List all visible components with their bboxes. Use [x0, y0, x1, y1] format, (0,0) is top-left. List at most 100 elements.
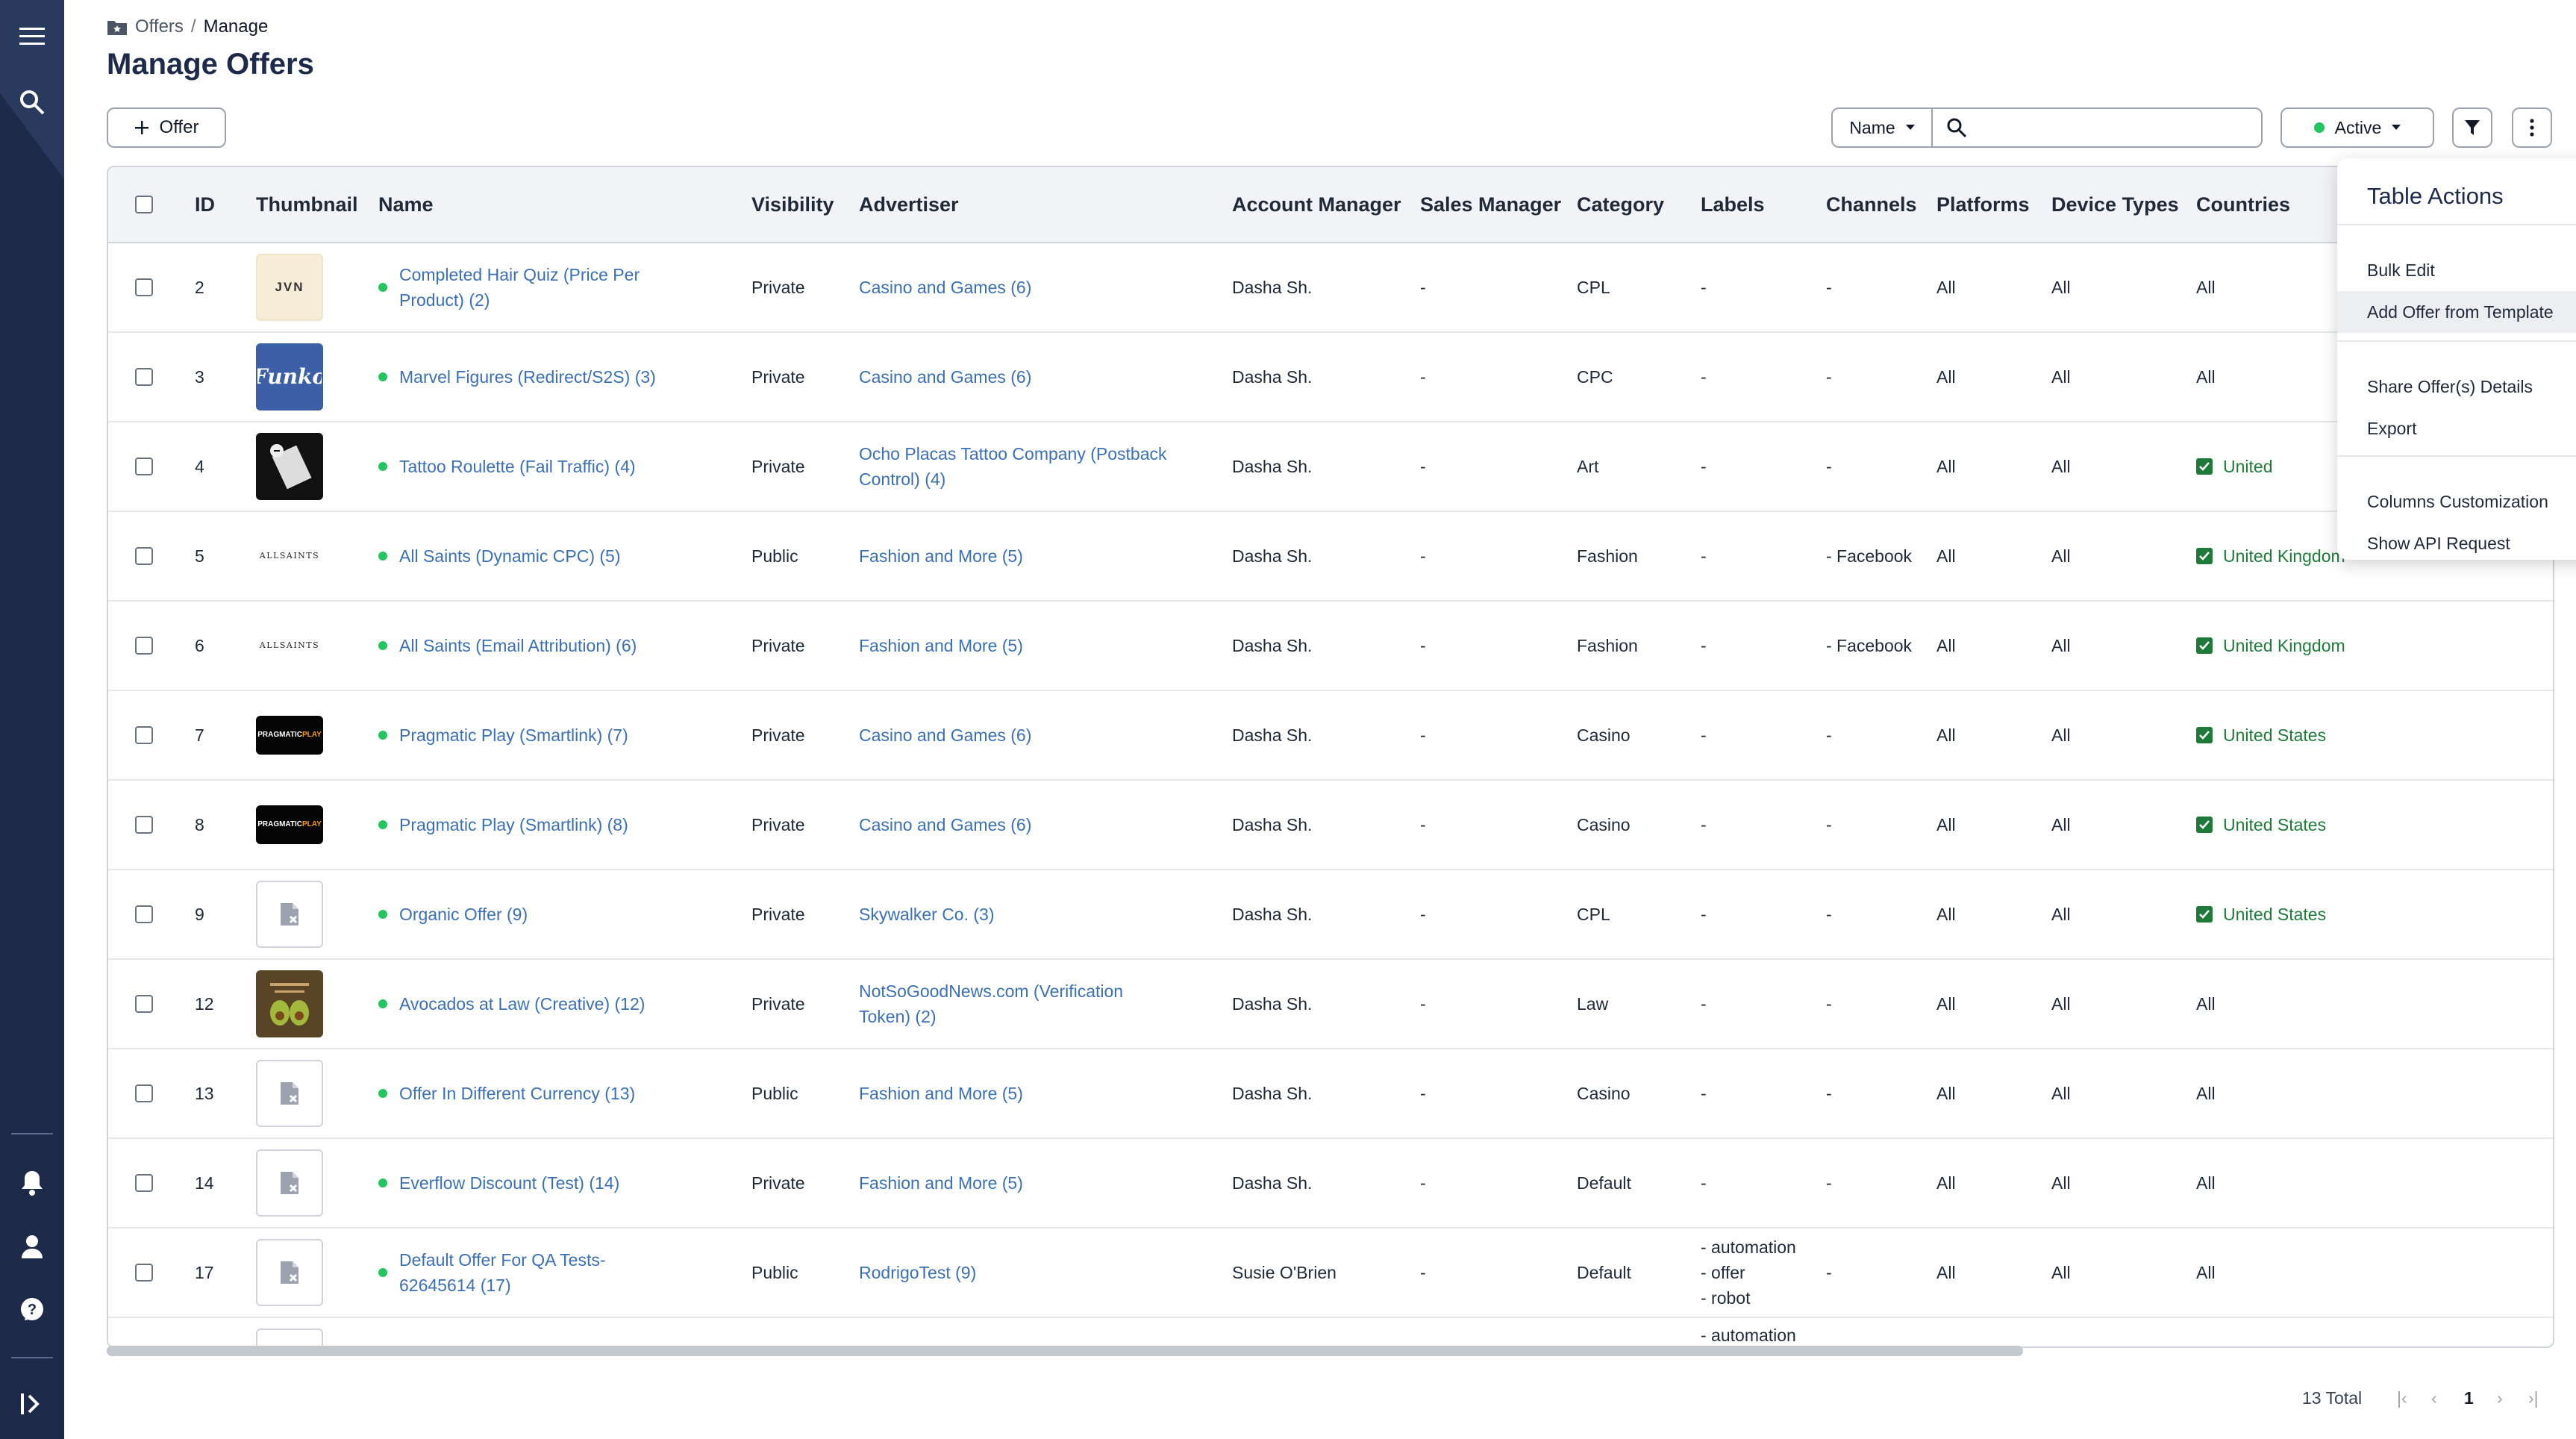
offer-device-types: All [2051, 367, 2071, 387]
row-checkbox[interactable] [135, 691, 153, 779]
row-checkbox[interactable] [135, 243, 153, 331]
user-icon[interactable] [13, 1228, 51, 1265]
table-row[interactable]: 7 PRAGMATIC PLAY Pragmatic Play (Smartlin… [108, 691, 2553, 781]
menu-show-api-request[interactable]: Show API Request [2367, 533, 2510, 553]
last-page-button[interactable]: ›| [2528, 1388, 2539, 1408]
offer-name[interactable]: Default Offer For QA Tests- 62645614 (17) [378, 1229, 699, 1317]
advertiser-link[interactable]: Casino and Games (6) [859, 781, 1202, 869]
row-checkbox[interactable] [135, 1229, 153, 1317]
filter-button[interactable] [2452, 107, 2492, 148]
offer-name[interactable]: Pragmatic Play (Smartlink) (7) [378, 691, 699, 779]
advertiser-link[interactable]: Fashion and More (5) [859, 1139, 1202, 1227]
menu-bulk-edit[interactable]: Bulk Edit [2367, 260, 2435, 280]
breadcrumb-offers[interactable]: Offers [135, 16, 184, 37]
advertiser-link[interactable]: Casino and Games (6) [859, 243, 1202, 331]
select-all-checkbox[interactable] [135, 167, 153, 242]
advertiser-link[interactable]: Fashion and More (5) [859, 602, 1202, 690]
offer-name[interactable]: All Saints (Dynamic CPC) (5) [378, 512, 699, 600]
offer-category: CPL [1577, 278, 1610, 297]
table-row[interactable]: 8 PRAGMATIC PLAY Pragmatic Play (Smartlin… [108, 781, 2553, 870]
row-checkbox[interactable] [135, 870, 153, 958]
col-account-manager[interactable]: Account Manager [1232, 193, 1401, 216]
advertiser-link[interactable]: Ocho Placas Tattoo Company (Postback Cont… [859, 422, 1202, 511]
offer-thumbnail [256, 1329, 323, 1346]
table-row[interactable]: 12 Avocados at Law (Creative) (12) Priva… [108, 960, 2553, 1049]
offer-labels: - [1701, 602, 1707, 690]
col-channels[interactable]: Channels [1826, 193, 1917, 216]
row-checkbox[interactable] [135, 602, 153, 690]
country-label: United States [2223, 725, 2327, 745]
search-field-select[interactable]: Name [1833, 109, 1933, 146]
row-checkbox[interactable] [135, 422, 153, 511]
offer-name[interactable]: Organic Offer (9) [378, 870, 699, 958]
offer-name[interactable]: Avocados at Law (Creative) (12) [378, 960, 699, 1048]
status-filter-label: Active [2334, 117, 2382, 137]
offer-name[interactable]: Tattoo Roulette (Fail Traffic) (4) [378, 422, 699, 511]
col-thumbnail[interactable]: Thumbnail [256, 193, 358, 216]
table-row[interactable]: 9 Organic Offer (9) Private Skywalker Co… [108, 870, 2553, 960]
table-row[interactable]: 2 JVN Completed Hair Quiz (Price Per Prod… [108, 243, 2553, 333]
menu-export[interactable]: Export [2337, 408, 2576, 449]
col-device-types[interactable]: Device Types [2051, 193, 2179, 216]
row-checkbox[interactable] [135, 333, 153, 421]
row-checkbox[interactable] [135, 1139, 153, 1227]
advertiser-link[interactable]: Fashion and More (5) [859, 1049, 1202, 1137]
col-countries[interactable]: Countries [2196, 193, 2291, 216]
offer-name[interactable]: Pragmatic Play (Smartlink) (8) [378, 781, 699, 869]
advertiser-line: Token) (2) [859, 1007, 937, 1026]
table-row[interactable]: 6 ALLSAINTS All Saints (Email Attributio… [108, 602, 2553, 691]
search-input[interactable] [1975, 117, 2261, 138]
row-checkbox[interactable] [135, 512, 153, 600]
expand-sidebar-icon[interactable] [13, 1385, 51, 1423]
offer-channels: - [1826, 815, 1832, 834]
col-id[interactable]: ID [195, 193, 215, 216]
search-icon[interactable] [13, 84, 51, 121]
table-row[interactable]: 4 Tattoo Roulette (Fail Traffic) (4) Pri… [108, 422, 2553, 512]
table-row[interactable]: 3 Funko Marvel Figures (Redirect/S2S) (3… [108, 333, 2553, 422]
offer-name-line: Everflow Discount (Test) (14) [399, 1173, 620, 1193]
next-page-button[interactable]: › [2497, 1388, 2503, 1408]
table-row[interactable]: 13 Offer In Different Currency (13) Publ… [108, 1049, 2553, 1139]
col-name[interactable]: Name [378, 193, 434, 216]
advertiser-link[interactable]: RodrigoTest (9) [859, 1229, 1202, 1317]
status-filter-select[interactable]: Active [2280, 107, 2434, 148]
col-platforms[interactable]: Platforms [1936, 193, 2030, 216]
col-category[interactable]: Category [1577, 193, 1665, 216]
menu-share-offer-details[interactable]: Share Offer(s) Details [2367, 376, 2533, 396]
advertiser-link[interactable]: NotSoGoodNews.com (Verification Token) (2… [859, 960, 1202, 1048]
col-sales-manager[interactable]: Sales Manager [1420, 193, 1562, 216]
row-checkbox[interactable] [135, 960, 153, 1048]
col-labels[interactable]: Labels [1701, 193, 1765, 216]
add-offer-button[interactable]: Offer [107, 107, 226, 148]
first-page-button[interactable]: |‹ [2397, 1388, 2407, 1408]
table-row[interactable]: 14 Everflow Discount (Test) (14) Private… [108, 1139, 2553, 1229]
offer-name[interactable]: Everflow Discount (Test) (14) [378, 1139, 699, 1227]
horizontal-scrollbar[interactable] [107, 1346, 2023, 1356]
offer-name[interactable]: Offer In Different Currency (13) [378, 1049, 699, 1137]
offer-name-line: All Saints (Email Attribution) (6) [399, 636, 637, 655]
col-advertiser[interactable]: Advertiser [859, 193, 959, 216]
offer-name[interactable]: Completed Hair Quiz (Price Per Product) (… [378, 243, 699, 331]
row-checkbox[interactable] [135, 1049, 153, 1137]
table-row[interactable]: 5 ALLSAINTS All Saints (Dynamic CPC) (5)… [108, 512, 2553, 602]
help-icon[interactable]: ? [13, 1291, 51, 1329]
offer-name[interactable]: All Saints (Email Attribution) (6) [378, 602, 699, 690]
prev-page-button[interactable]: ‹ [2431, 1388, 2437, 1408]
offer-channels: - [1826, 278, 1832, 297]
advertiser-link[interactable]: Fashion and More (5) [859, 512, 1202, 600]
col-visibility[interactable]: Visibility [751, 193, 834, 216]
bell-icon[interactable] [13, 1164, 51, 1202]
advertiser-link[interactable]: Casino and Games (6) [859, 333, 1202, 421]
offer-name[interactable]: Marvel Figures (Redirect/S2S) (3) [378, 333, 699, 421]
advertiser-link[interactable]: Skywalker Co. (3) [859, 870, 1202, 958]
current-page[interactable]: 1 [2464, 1388, 2474, 1408]
menu-add-offer-from-template[interactable]: Add Offer from Template [2337, 291, 2576, 333]
table-actions-button[interactable] [2512, 107, 2552, 148]
advertiser-link[interactable]: Casino and Games (6) [859, 691, 1202, 779]
row-checkbox[interactable] [135, 781, 153, 869]
menu-columns-customization[interactable]: Columns Customization [2337, 481, 2576, 522]
menu-icon[interactable] [13, 18, 51, 55]
table-row[interactable]: 17 Default Offer For QA Tests- 62645614 (… [108, 1229, 2553, 1318]
check-icon [2196, 637, 2213, 654]
table-row[interactable]: - automation [108, 1318, 2553, 1346]
